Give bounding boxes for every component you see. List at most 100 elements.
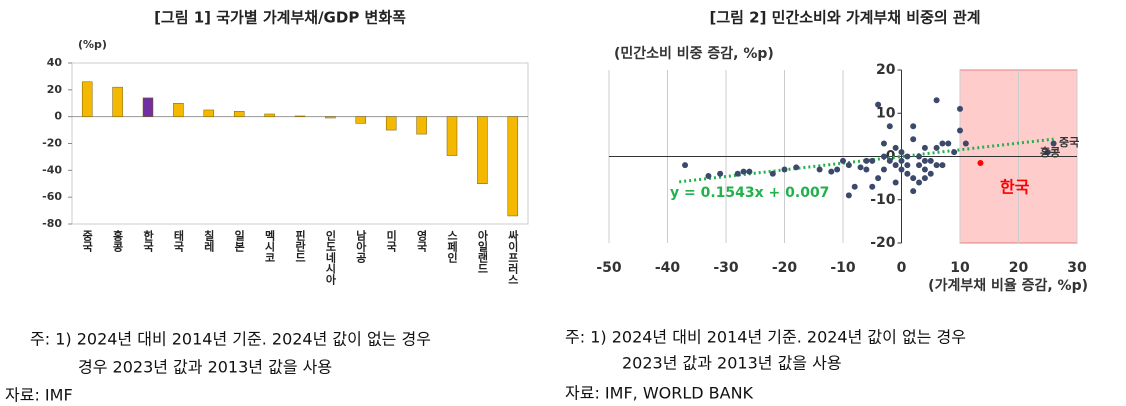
point bbox=[945, 140, 952, 147]
x-tick-label: 일본 bbox=[233, 229, 246, 252]
bar bbox=[81, 81, 93, 117]
point bbox=[933, 162, 940, 169]
x-tick-label: 남아공 bbox=[354, 230, 367, 264]
x-tick-label: 핀란드 bbox=[294, 229, 307, 263]
point bbox=[951, 149, 958, 156]
bar bbox=[507, 116, 519, 217]
point bbox=[910, 136, 917, 143]
note: 주: 1) 2024년 대비 2014년 기준. 2024년 값이 없는 경우 bbox=[565, 328, 966, 347]
point bbox=[892, 179, 899, 186]
x-tick-label: 20 bbox=[1009, 260, 1029, 276]
point bbox=[834, 166, 841, 173]
point bbox=[863, 166, 870, 173]
point bbox=[916, 162, 923, 169]
point bbox=[1044, 149, 1051, 156]
bar bbox=[416, 116, 427, 135]
x-tick-label: 10 bbox=[950, 260, 970, 276]
chart-title: [그림 1] 국가별 가계부채/GDP 변화폭 bbox=[154, 9, 406, 27]
note: 2023년 값과 2013년 값을 사용 bbox=[622, 354, 842, 373]
point bbox=[845, 162, 852, 169]
point bbox=[880, 166, 887, 173]
point bbox=[962, 140, 969, 147]
x-axis-label: (가계부채 비율 증감, %p) bbox=[928, 277, 1088, 294]
x-tick-label: 중국 bbox=[81, 230, 94, 253]
point bbox=[933, 144, 940, 151]
point bbox=[740, 168, 747, 175]
point bbox=[898, 157, 905, 164]
point bbox=[921, 157, 928, 164]
point bbox=[840, 157, 846, 164]
x-tick-label: 칠레 bbox=[202, 229, 215, 253]
point bbox=[904, 153, 911, 160]
x-tick-label: -20 bbox=[772, 260, 798, 276]
x-tick-label: -50 bbox=[596, 260, 622, 276]
point bbox=[916, 153, 923, 160]
bar bbox=[203, 109, 215, 117]
point bbox=[717, 170, 724, 177]
point bbox=[869, 157, 876, 164]
point bbox=[910, 175, 917, 182]
bar bbox=[264, 113, 275, 117]
x-tick-label: 30 bbox=[1067, 260, 1087, 276]
source: 자료: IMF, WORLD BANK bbox=[565, 384, 754, 403]
annotation: 중국 bbox=[1059, 136, 1079, 149]
point bbox=[977, 159, 984, 166]
x-tick-label: 한국 bbox=[142, 229, 155, 253]
trendline-label: y = 0.1543x + 0.007 bbox=[670, 185, 829, 201]
source: 자료: IMF bbox=[5, 386, 73, 405]
y-tick-label: 20 bbox=[47, 83, 63, 96]
point bbox=[957, 127, 963, 134]
point bbox=[880, 153, 887, 160]
y-tick-label: 0 bbox=[54, 110, 62, 123]
note: 주: 1) 2024년 대비 2014년 기준. 2024년 값이 없는 경우 bbox=[30, 330, 431, 349]
point bbox=[904, 170, 911, 177]
bar bbox=[294, 115, 306, 117]
y-tick-label: -60 bbox=[42, 190, 62, 203]
y-axis-label: (민간소비 비중 증감, %p) bbox=[614, 45, 774, 62]
point bbox=[939, 140, 946, 147]
point bbox=[886, 123, 893, 130]
x-tick-label: 태국 bbox=[172, 229, 185, 253]
point bbox=[957, 105, 963, 112]
point bbox=[863, 157, 870, 164]
x-tick-label: 아일랜드 bbox=[476, 229, 489, 274]
y-tick-label: -20 bbox=[42, 137, 62, 150]
y-tick-label: 40 bbox=[47, 56, 63, 69]
point bbox=[869, 183, 876, 190]
point bbox=[1050, 140, 1057, 147]
point bbox=[892, 144, 899, 151]
x-tick-label: 멕시코 bbox=[263, 229, 276, 263]
point bbox=[682, 162, 689, 169]
note: 경우 2023년 값과 2013년 값을 사용 bbox=[78, 358, 332, 377]
x-tick-label: 영국 bbox=[415, 230, 428, 253]
bar bbox=[233, 111, 245, 117]
x-tick-label: 미국 bbox=[385, 229, 398, 253]
point bbox=[910, 188, 917, 195]
point bbox=[828, 168, 835, 175]
point bbox=[769, 170, 776, 177]
point bbox=[898, 166, 905, 173]
y-tick-label: 20 bbox=[876, 62, 896, 78]
point bbox=[734, 170, 741, 177]
bar bbox=[325, 116, 336, 119]
y-tick-label: -20 bbox=[870, 235, 896, 251]
bar bbox=[446, 116, 458, 156]
x-tick-label: -40 bbox=[655, 260, 681, 276]
point bbox=[857, 164, 864, 171]
point bbox=[851, 183, 858, 190]
point bbox=[880, 140, 887, 147]
point bbox=[910, 123, 917, 130]
point bbox=[898, 149, 905, 156]
bar bbox=[112, 86, 123, 117]
unit-label: (%p) bbox=[78, 38, 107, 51]
point bbox=[816, 166, 823, 173]
y-tick-label: 10 bbox=[876, 105, 896, 121]
point bbox=[793, 164, 800, 171]
x-tick-label: 홍콩 bbox=[111, 229, 124, 253]
point bbox=[845, 192, 852, 199]
bar bbox=[355, 116, 367, 124]
point bbox=[927, 157, 934, 164]
point bbox=[921, 166, 928, 173]
point bbox=[746, 168, 753, 175]
